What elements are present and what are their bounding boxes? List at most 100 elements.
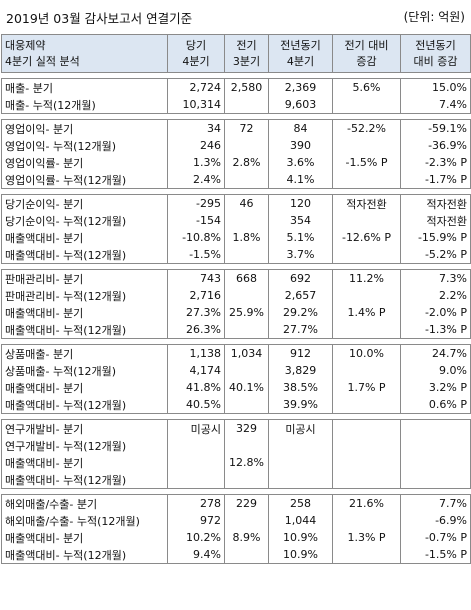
previous-quarter-value bbox=[224, 546, 269, 564]
current-quarter-value: 2,724 bbox=[167, 78, 225, 96]
yoy-change-value: 적자전환 bbox=[400, 194, 471, 212]
current-quarter-value: 9.4% bbox=[167, 546, 225, 564]
current-quarter-value: 1,138 bbox=[167, 344, 225, 362]
prior-year-value: 2,369 bbox=[268, 78, 333, 96]
yoy-change-value: 15.0% bbox=[400, 78, 471, 96]
qoq-change-value: 1.3% P bbox=[332, 529, 401, 546]
prior-year-value: 692 bbox=[268, 269, 333, 287]
previous-quarter-value: 668 bbox=[224, 269, 269, 287]
prior-year-value: 27.7% bbox=[268, 321, 333, 339]
yoy-change-value: -6.9% bbox=[400, 512, 471, 529]
qoq-change-value bbox=[332, 321, 401, 339]
row-label: 당기순이익- 분기 bbox=[1, 194, 168, 212]
header-previous-line1: 전기 bbox=[236, 38, 257, 52]
current-quarter-value: 10,314 bbox=[167, 96, 225, 114]
header-current-line2: 4분기 bbox=[182, 54, 210, 68]
previous-quarter-value bbox=[224, 246, 269, 264]
current-quarter-value: -295 bbox=[167, 194, 225, 212]
table-row: 판매관리비- 누적(12개월) 2,716 2,657 2.2% bbox=[1, 287, 471, 304]
qoq-change-value bbox=[332, 512, 401, 529]
yoy-change-value: 2.2% bbox=[400, 287, 471, 304]
prior-year-value: 1,044 bbox=[268, 512, 333, 529]
header-company: 대웅제약 4분기 실적 분석 bbox=[1, 34, 168, 73]
table-row: 영업이익- 분기 34 72 84 -52.2% -59.1% bbox=[1, 119, 471, 137]
current-quarter-value bbox=[167, 437, 225, 454]
row-label: 매출액대비- 분기 bbox=[1, 379, 168, 396]
qoq-change-value: 적자전환 bbox=[332, 194, 401, 212]
current-quarter-value: 246 bbox=[167, 137, 225, 154]
prior-year-value: 10.9% bbox=[268, 529, 333, 546]
prior-year-value: 5.1% bbox=[268, 229, 333, 246]
unit-label: (단위: 억원) bbox=[403, 10, 465, 24]
prior-year-value: 29.2% bbox=[268, 304, 333, 321]
current-quarter-value: 40.5% bbox=[167, 396, 225, 414]
previous-quarter-value bbox=[224, 396, 269, 414]
prior-year-value: 38.5% bbox=[268, 379, 333, 396]
previous-quarter-value: 8.9% bbox=[224, 529, 269, 546]
qoq-change-value: 10.0% bbox=[332, 344, 401, 362]
row-label: 판매관리비- 분기 bbox=[1, 269, 168, 287]
prior-year-value: 9,603 bbox=[268, 96, 333, 114]
table-row: 매출액대비- 누적(12개월) 9.4% 10.9% -1.5% P bbox=[1, 546, 471, 564]
row-label: 연구개발비- 분기 bbox=[1, 419, 168, 437]
current-quarter-value: 972 bbox=[167, 512, 225, 529]
table-row: 매출액대비- 누적(12개월) -1.5% 3.7% -5.2% P bbox=[1, 246, 471, 264]
current-quarter-value: 34 bbox=[167, 119, 225, 137]
prior-year-value: 3,829 bbox=[268, 362, 333, 379]
header-prior-year-line1: 전년동기 bbox=[280, 38, 321, 52]
row-label: 해외매출/수출- 누적(12개월) bbox=[1, 512, 168, 529]
current-quarter-value: 27.3% bbox=[167, 304, 225, 321]
qoq-change-value: 1.4% P bbox=[332, 304, 401, 321]
yoy-change-value bbox=[400, 419, 471, 437]
table-row: 매출액대비- 분기 27.3% 25.9% 29.2% 1.4% P -2.0% P bbox=[1, 304, 471, 321]
row-label: 해외매출/수출- 분기 bbox=[1, 494, 168, 512]
row-label: 상품매출- 분기 bbox=[1, 344, 168, 362]
qoq-change-value bbox=[332, 171, 401, 189]
current-quarter-value: 10.2% bbox=[167, 529, 225, 546]
previous-quarter-value: 229 bbox=[224, 494, 269, 512]
table-row: 영업이익- 누적(12개월) 246 390 -36.9% bbox=[1, 137, 471, 154]
header-previous-quarter: 전기 3분기 bbox=[224, 34, 269, 73]
row-label: 매출- 누적(12개월) bbox=[1, 96, 168, 114]
table-row: 매출- 누적(12개월) 10,314 9,603 7.4% bbox=[1, 96, 471, 114]
row-label: 매출액대비- 분기 bbox=[1, 229, 168, 246]
previous-quarter-value bbox=[224, 96, 269, 114]
row-label: 매출액대비- 분기 bbox=[1, 304, 168, 321]
previous-quarter-value: 2,580 bbox=[224, 78, 269, 96]
header-yoy-line1: 전년동기 bbox=[415, 38, 456, 52]
header-qoq-line1: 전기 대비 bbox=[344, 38, 389, 52]
header-analysis-title: 4분기 실적 분석 bbox=[5, 54, 80, 68]
yoy-change-value: -0.7% P bbox=[400, 529, 471, 546]
current-quarter-value: 1.3% bbox=[167, 154, 225, 171]
previous-quarter-value: 25.9% bbox=[224, 304, 269, 321]
prior-year-value: 912 bbox=[268, 344, 333, 362]
previous-quarter-value: 1.8% bbox=[224, 229, 269, 246]
current-quarter-value: 26.3% bbox=[167, 321, 225, 339]
row-label: 영업이익- 누적(12개월) bbox=[1, 137, 168, 154]
row-label: 매출액대비- 누적(12개월) bbox=[1, 321, 168, 339]
qoq-change-value: 21.6% bbox=[332, 494, 401, 512]
table-row: 영업이익률- 분기 1.3% 2.8% 3.6% -1.5% P -2.3% P bbox=[1, 154, 471, 171]
yoy-change-value: -1.5% P bbox=[400, 546, 471, 564]
row-label: 매출액대비- 누적(12개월) bbox=[1, 546, 168, 564]
current-quarter-value: 2.4% bbox=[167, 171, 225, 189]
qoq-change-value: -52.2% bbox=[332, 119, 401, 137]
current-quarter-value bbox=[167, 471, 225, 489]
header-company-name: 대웅제약 bbox=[5, 38, 46, 52]
row-label: 매출액대비- 누적(12개월) bbox=[1, 246, 168, 264]
previous-quarter-value bbox=[224, 171, 269, 189]
table-row: 당기순이익- 누적(12개월) -154 354 적자전환 bbox=[1, 212, 471, 229]
prior-year-value: 84 bbox=[268, 119, 333, 137]
header-current-quarter: 당기 4분기 bbox=[167, 34, 225, 73]
title-bar: 2019년 03월 감사보고서 연결기준 (단위: 억원) bbox=[0, 0, 471, 34]
prior-year-value bbox=[268, 454, 333, 471]
previous-quarter-value: 12.8% bbox=[224, 454, 269, 471]
table-row: 상품매출- 누적(12개월) 4,174 3,829 9.0% bbox=[1, 362, 471, 379]
prior-year-value: 258 bbox=[268, 494, 333, 512]
yoy-change-value: -1.3% P bbox=[400, 321, 471, 339]
current-quarter-value: -154 bbox=[167, 212, 225, 229]
header-previous-line2: 3분기 bbox=[232, 54, 261, 68]
yoy-change-value: 7.4% bbox=[400, 96, 471, 114]
yoy-change-value: 7.3% bbox=[400, 269, 471, 287]
header-yoy-change: 전년동기 대비 증감 bbox=[400, 34, 471, 73]
